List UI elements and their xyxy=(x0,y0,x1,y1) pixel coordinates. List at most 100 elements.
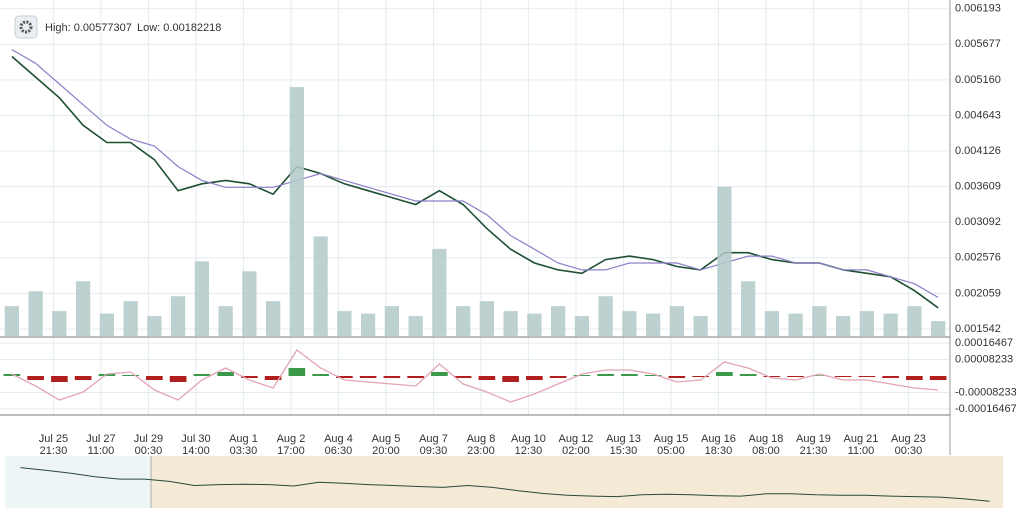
histogram-bar xyxy=(644,375,662,376)
y-tick-label: 0.001542 xyxy=(955,323,1001,335)
x-tick-label: Aug 23 xyxy=(891,433,926,445)
volume-bar xyxy=(289,87,304,336)
histogram-bar xyxy=(312,374,329,376)
navigator xyxy=(20,467,990,502)
x-tick-label: Aug 10 xyxy=(511,433,546,445)
histogram-bar xyxy=(454,376,472,378)
histogram-bar xyxy=(882,376,899,378)
x-tick-time: 06:30 xyxy=(325,445,353,457)
histogram-bar xyxy=(834,376,852,377)
histogram-bar xyxy=(74,376,92,380)
macd-line xyxy=(11,349,939,403)
x-tick-time: 11:00 xyxy=(848,445,875,457)
volume-bar xyxy=(432,248,447,336)
histogram-bar xyxy=(478,376,496,380)
y-tick-label: 0.005160 xyxy=(955,74,1001,86)
x-tick-label: Aug 4 xyxy=(324,433,353,445)
volume-bar xyxy=(574,316,589,336)
x-tick-label: Aug 5 xyxy=(372,433,401,445)
histogram-bar xyxy=(3,374,21,376)
histogram-bar xyxy=(359,376,377,378)
histogram-bar xyxy=(146,376,163,380)
histogram-bar xyxy=(573,375,591,376)
histogram-bar xyxy=(51,376,68,382)
y-tick-label: 0.006193 xyxy=(955,3,1001,15)
y-tick-label: 0.00016467 xyxy=(955,337,1013,349)
marks-layer xyxy=(3,49,947,403)
volume-bar xyxy=(194,261,209,336)
x-tick-label: Aug 19 xyxy=(796,433,831,445)
histogram-bar xyxy=(787,376,804,377)
volume-bar xyxy=(503,311,518,336)
y-tick-label: -0.00016467 xyxy=(955,403,1016,415)
x-tick-time: 20:00 xyxy=(372,445,400,457)
volume-bar xyxy=(4,306,19,336)
volume-bar xyxy=(313,236,328,336)
volume-bar xyxy=(171,296,186,336)
x-tick-time: 02:00 xyxy=(562,445,590,457)
volume-bar xyxy=(337,311,352,336)
volume-bar xyxy=(693,316,708,336)
x-tick-time: 00:30 xyxy=(135,445,163,457)
histogram-bar xyxy=(264,376,282,380)
x-tick-label: Aug 12 xyxy=(559,433,594,445)
volume-bar xyxy=(408,316,423,336)
histogram-bar xyxy=(193,374,211,376)
x-tick-time: 17:00 xyxy=(277,445,305,457)
y-tick-label: 0.004126 xyxy=(955,145,1001,157)
y-tick-label: -0.00008233 xyxy=(955,386,1016,398)
volume-bar xyxy=(931,321,946,336)
volume-bar xyxy=(218,306,233,336)
histogram-bar xyxy=(858,376,876,377)
histogram-bar xyxy=(169,376,187,382)
x-tick-time: 15:30 xyxy=(610,445,638,457)
navigator-mask xyxy=(151,456,1003,508)
x-tick-time: 05:00 xyxy=(657,445,685,457)
x-tick-label: Jul 27 xyxy=(86,433,115,445)
histogram-bar xyxy=(526,376,543,380)
histogram-bar xyxy=(621,374,638,376)
histogram-bar xyxy=(763,376,781,377)
volume-bar xyxy=(361,313,376,336)
grid-layer xyxy=(0,0,950,415)
ma-line xyxy=(11,49,939,298)
histogram-bar xyxy=(502,376,519,382)
x-tick-label: Aug 8 xyxy=(467,433,496,445)
histogram-bar xyxy=(336,376,353,378)
histogram-bar xyxy=(929,376,947,380)
volume-bar xyxy=(266,301,281,336)
settings-button[interactable] xyxy=(14,15,38,39)
x-tick-label: Jul 30 xyxy=(181,433,210,445)
histogram-bar xyxy=(122,375,139,376)
x-tick-label: Aug 15 xyxy=(654,433,689,445)
volume-bar xyxy=(907,306,922,336)
histogram-bar xyxy=(549,376,567,378)
x-tick-label: Aug 21 xyxy=(844,433,879,445)
histogram-bar xyxy=(739,374,757,376)
x-tick-time: 23:00 xyxy=(467,445,495,457)
x-tick-time: 03:30 xyxy=(230,445,258,457)
histogram-bar xyxy=(692,376,709,377)
x-tick-label: Aug 18 xyxy=(749,433,784,445)
histogram-bar xyxy=(597,374,614,376)
volume-bar xyxy=(527,313,542,336)
histogram-bar xyxy=(716,372,733,376)
x-tick-time: 09:30 xyxy=(420,445,448,457)
volume-bar xyxy=(123,301,138,336)
histogram-bar xyxy=(906,376,923,380)
x-tick-label: Jul 29 xyxy=(134,433,163,445)
volume-bar xyxy=(622,311,637,336)
histogram-bar xyxy=(98,374,116,376)
histogram-bar xyxy=(407,376,424,378)
volume-bar xyxy=(836,316,851,336)
y-tick-label: 0.003092 xyxy=(955,216,1001,228)
settings-icon xyxy=(19,20,33,34)
x-tick-time: 21:30 xyxy=(800,445,828,457)
y-tick-label: 0.005677 xyxy=(955,38,1001,50)
histogram-bar xyxy=(27,376,44,380)
histogram-bar xyxy=(217,372,234,376)
volume-bar xyxy=(883,313,898,336)
volume-bar xyxy=(551,306,566,336)
